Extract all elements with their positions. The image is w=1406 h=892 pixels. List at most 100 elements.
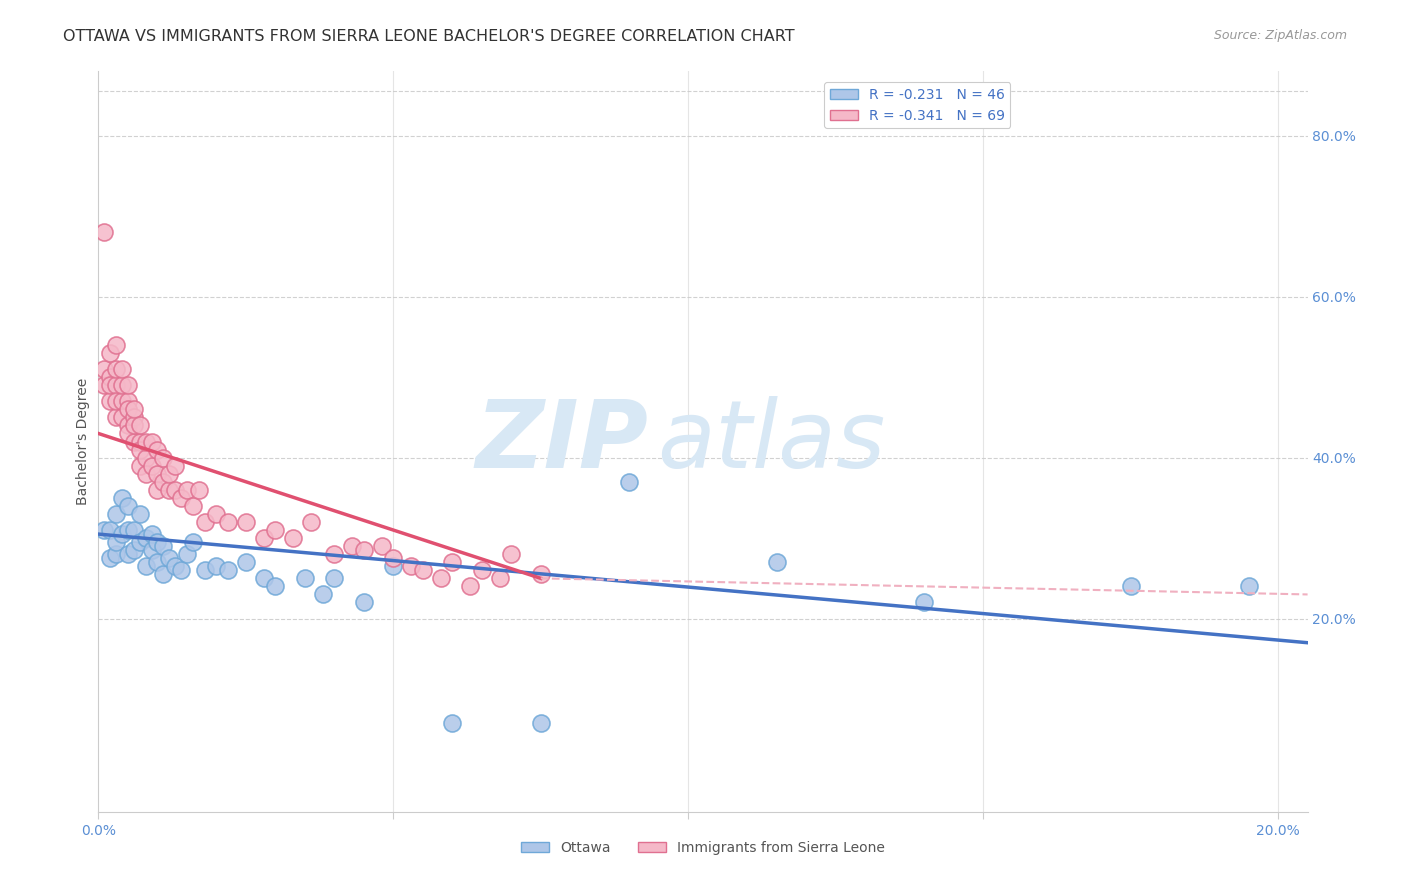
Point [105,378,128,392]
Point [217,563,239,577]
Point [117,499,139,513]
Point [135,434,157,449]
Point [93,225,115,239]
Point [429,571,451,585]
Point [170,563,193,577]
Point [122,402,145,417]
Point [217,515,239,529]
Point [152,475,174,489]
Point [98,551,121,566]
Point [157,467,180,481]
Point [98,523,121,537]
Point [111,394,134,409]
Point [105,507,128,521]
Point [93,378,115,392]
Point [252,571,274,585]
Legend: Ottawa, Immigrants from Sierra Leone: Ottawa, Immigrants from Sierra Leone [516,835,890,860]
Point [128,507,150,521]
Point [619,475,641,489]
Point [98,370,121,384]
Point [235,515,257,529]
Point [176,483,198,497]
Point [98,378,121,392]
Point [141,434,163,449]
Point [170,491,193,505]
Point [146,442,169,457]
Point [370,539,392,553]
Point [128,434,150,449]
Point [117,547,139,561]
Point [128,418,150,433]
Point [157,483,180,497]
Text: atlas: atlas [657,396,886,487]
Point [111,491,134,505]
Point [117,394,139,409]
Point [141,527,163,541]
Point [157,551,180,566]
Point [299,515,322,529]
Point [122,410,145,425]
Point [135,559,157,574]
Point [194,563,217,577]
Point [205,507,228,521]
Point [111,527,134,541]
Point [382,551,405,566]
Text: OTTAWA VS IMMIGRANTS FROM SIERRA LEONE BACHELOR'S DEGREE CORRELATION CHART: OTTAWA VS IMMIGRANTS FROM SIERRA LEONE B… [63,29,794,44]
Point [399,559,422,574]
Point [146,535,169,549]
Point [135,467,157,481]
Point [135,531,157,545]
Point [194,515,217,529]
Text: Source: ZipAtlas.com: Source: ZipAtlas.com [1213,29,1347,42]
Point [181,499,204,513]
Point [912,595,935,609]
Point [146,555,169,569]
Point [323,571,346,585]
Point [235,555,257,569]
Point [117,523,139,537]
Point [501,547,523,561]
Point [111,410,134,425]
Point [135,450,157,465]
Point [530,716,553,731]
Point [252,531,274,545]
Point [141,543,163,558]
Point [340,539,363,553]
Point [105,535,128,549]
Point [382,559,405,574]
Point [281,531,304,545]
Point [1119,579,1142,593]
Point [146,467,169,481]
Point [98,394,121,409]
Point [353,595,375,609]
Point [122,418,145,433]
Point [152,450,174,465]
Point [530,567,553,582]
Point [146,483,169,497]
Point [412,563,434,577]
Point [165,458,187,473]
Point [128,458,150,473]
Point [1237,579,1260,593]
Point [117,378,139,392]
Point [105,338,128,352]
Point [181,535,204,549]
Point [488,571,510,585]
Point [205,559,228,574]
Point [128,442,150,457]
Point [93,523,115,537]
Point [458,579,481,593]
Point [176,547,198,561]
Point [105,410,128,425]
Point [187,483,209,497]
Point [353,543,375,558]
Point [117,426,139,441]
Point [105,362,128,376]
Point [122,434,145,449]
Point [141,458,163,473]
Point [441,716,464,731]
Point [311,587,333,601]
Point [264,523,287,537]
Point [441,555,464,569]
Y-axis label: Bachelor's Degree: Bachelor's Degree [76,378,90,505]
